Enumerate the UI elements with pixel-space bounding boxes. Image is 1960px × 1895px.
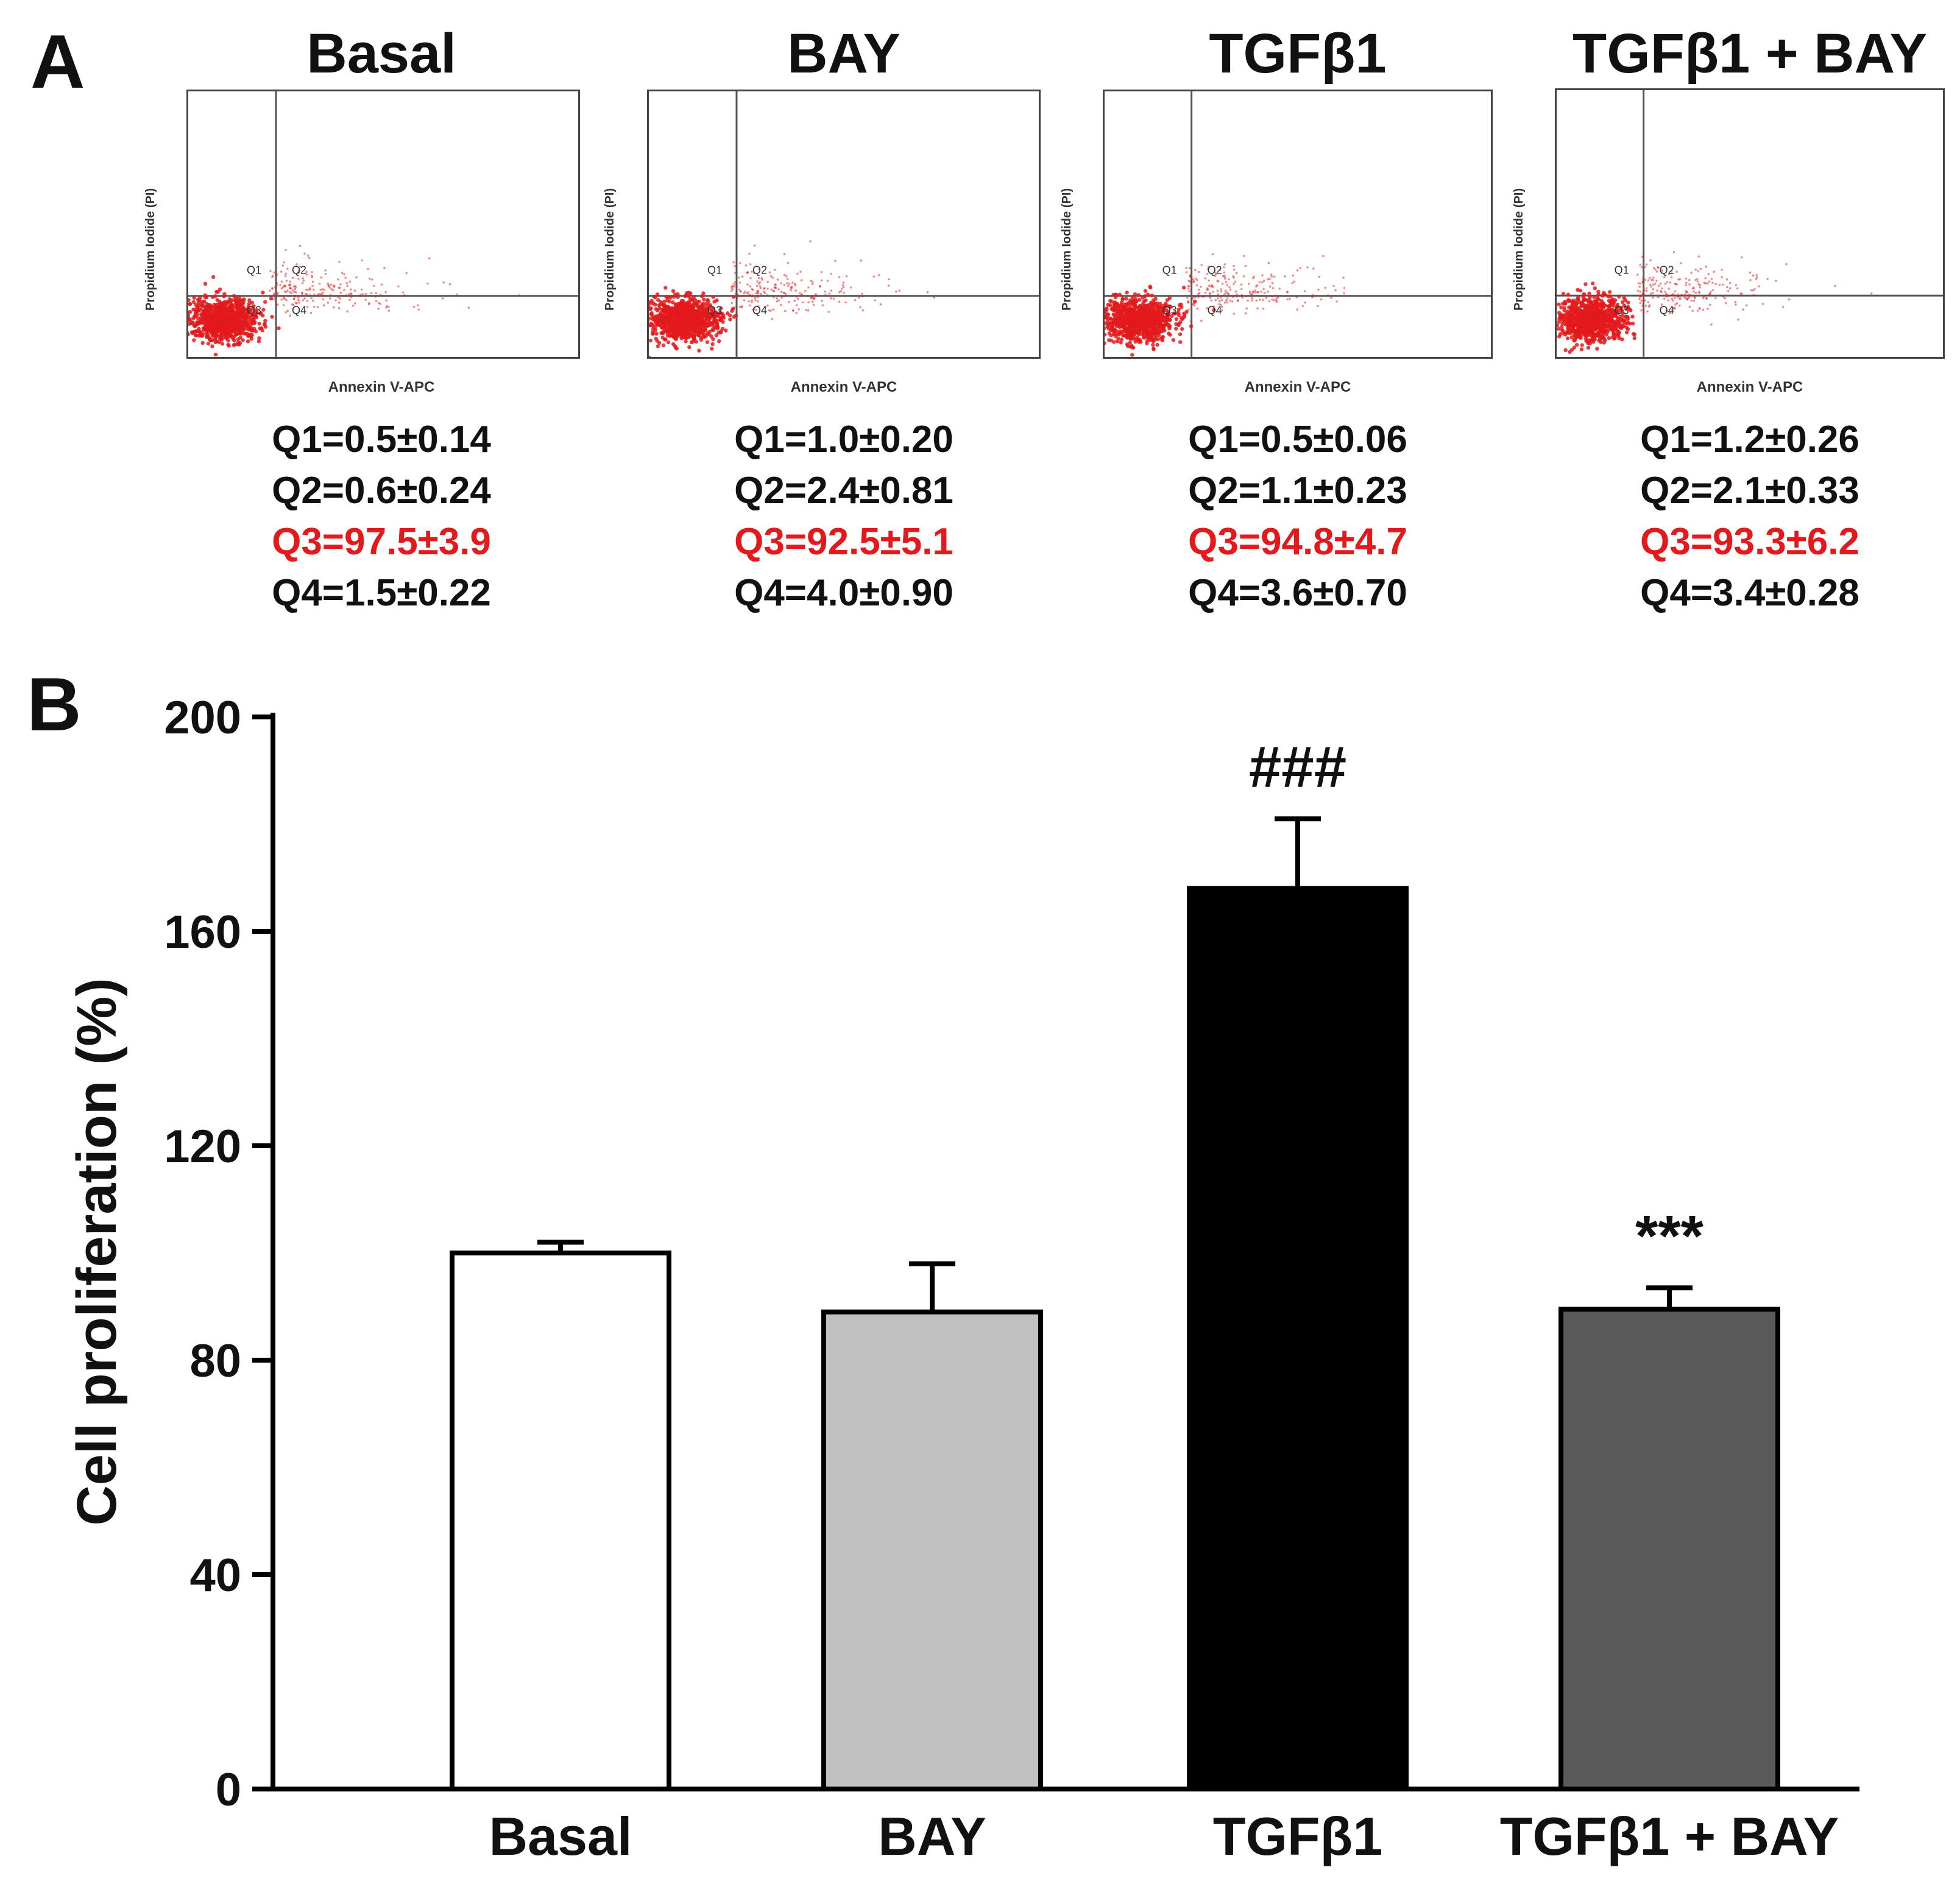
quadrant-tag: Q2	[1660, 264, 1674, 276]
q1-stat: Q1=0.5±0.14	[272, 418, 491, 461]
flow-plot-title: BAY	[787, 23, 900, 85]
quadrant-stats: Q1=1.0±0.20 Q2=2.4±0.81 Q3=92.5±5.1 Q4=4…	[647, 414, 1041, 619]
q4-stat: Q4=3.4±0.28	[1640, 572, 1859, 614]
flow-plot-title: TGFβ1 + BAY	[1573, 23, 1927, 85]
quadrant-tag: Q3	[247, 305, 261, 317]
event-cloud	[188, 244, 520, 357]
flow-y-axis-label: Propidium Iodide (PI)	[1512, 188, 1526, 311]
flow-y-axis-label: Propidium Iodide (PI)	[603, 188, 617, 311]
quadrant-stats: Q1=1.2±0.26 Q2=2.1±0.33 Q3=93.3±6.2 Q4=3…	[1555, 414, 1945, 619]
bar	[450, 1251, 671, 1791]
q2-stat: Q2=2.4±0.81	[734, 470, 953, 512]
quadrant-tag: Q3	[1162, 305, 1177, 317]
bar-chart: 0 40 80 120 160 200 ### *** Basal BAY TGFβ1 TGFβ1…	[66, 692, 1859, 1866]
quadrant-tag: Q4	[292, 305, 306, 317]
flow-y-axis-label: Propidium Iodide (PI)	[1060, 188, 1074, 311]
flow-cytometry-plot: Q1 Q2 Q3 Q4	[1555, 88, 1945, 359]
flow-x-axis-label: Annexin V-APC	[1244, 379, 1351, 395]
q1-stat: Q1=1.0±0.20	[734, 418, 953, 461]
flow-scatter: Q1 Q2 Q3 Q4	[188, 91, 578, 357]
significance-label: ***	[1635, 1204, 1704, 1269]
x-category-label: TGFβ1	[1213, 1806, 1383, 1866]
quadrant-tag: Q3	[707, 305, 722, 317]
quadrant-tag: Q2	[752, 264, 767, 277]
q4-stat: Q4=4.0±0.90	[734, 572, 953, 614]
quadrant-stats: Q1=0.5±0.14 Q2=0.6±0.24 Q3=97.5±3.9 Q4=1…	[186, 414, 576, 619]
bar	[1558, 1307, 1780, 1791]
event-cloud	[649, 240, 935, 357]
q2-stat: Q2=0.6±0.24	[272, 470, 491, 512]
q1-stat: Q1=0.5±0.06	[1188, 418, 1407, 461]
flow-x-axis-label: Annexin V-APC	[328, 379, 435, 395]
flow-x-axis-label: Annexin V-APC	[1696, 379, 1803, 395]
quadrant-tag: Q3	[1615, 304, 1629, 316]
quadrant-tag: Q4	[752, 305, 767, 317]
q3-stat: Q3=92.5±5.1	[734, 521, 953, 563]
y-tick-label: 200	[164, 692, 241, 744]
x-category-label: TGFβ1 + BAY	[1500, 1806, 1839, 1866]
y-tick-label: 120	[164, 1121, 241, 1173]
significance-label: ###	[1249, 735, 1346, 800]
flow-scatter: Q1 Q2 Q3 Q4	[1557, 90, 1943, 357]
flow-scatter: Q1 Q2 Q3 Q4	[1105, 91, 1491, 357]
y-tick-label: 0	[216, 1764, 241, 1816]
q3-stat: Q3=93.3±6.2	[1640, 521, 1859, 563]
bar	[1187, 886, 1409, 1791]
flow-plot-title: Basal	[306, 23, 456, 85]
q4-stat: Q4=1.5±0.22	[272, 572, 491, 614]
event-cloud	[1557, 251, 1873, 355]
q4-stat: Q4=3.6±0.70	[1188, 572, 1407, 614]
quadrant-tag: Q4	[1660, 304, 1674, 316]
bar	[821, 1309, 1043, 1792]
quadrant-tag: Q1	[707, 264, 722, 277]
x-category-label: Basal	[489, 1806, 632, 1866]
quadrant-tag: Q2	[292, 264, 306, 277]
flow-cytometry-plot: Q1 Q2 Q3 Q4	[647, 90, 1041, 359]
quadrant-tag: Q4	[1208, 305, 1222, 317]
flow-y-axis-label: Propidium Iodide (PI)	[144, 188, 157, 311]
flow-scatter: Q1 Q2 Q3 Q4	[649, 91, 1039, 357]
panel-b-label: B	[27, 663, 82, 747]
q3-stat: Q3=94.8±4.7	[1188, 521, 1407, 563]
q1-stat: Q1=1.2±0.26	[1640, 418, 1859, 461]
event-cloud	[1105, 253, 1346, 357]
quadrant-tag: Q1	[247, 264, 261, 277]
y-tick-label: 160	[164, 906, 241, 958]
x-category-label: BAY	[878, 1806, 986, 1866]
q2-stat: Q2=2.1±0.33	[1640, 470, 1859, 512]
flow-cytometry-plot: Q1 Q2 Q3 Q4	[186, 90, 580, 359]
quadrant-stats: Q1=0.5±0.06 Q2=1.1±0.23 Q3=94.8±4.7 Q4=3…	[1103, 414, 1493, 619]
panel-a-label: A	[30, 20, 85, 104]
quadrant-tag: Q2	[1208, 264, 1222, 277]
flow-plot-title: TGFβ1	[1209, 23, 1387, 85]
y-tick-label: 80	[189, 1335, 241, 1387]
q2-stat: Q2=1.1±0.23	[1188, 470, 1407, 512]
quadrant-tag: Q1	[1615, 264, 1629, 276]
quadrant-tag: Q1	[1162, 264, 1177, 277]
flow-cytometry-plot: Q1 Q2 Q3 Q4	[1103, 90, 1493, 359]
y-tick-label: 40	[189, 1550, 241, 1601]
y-axis-title: Cell proliferation (%)	[66, 978, 128, 1526]
q3-stat: Q3=97.5±3.9	[272, 521, 491, 563]
flow-x-axis-label: Annexin V-APC	[790, 379, 897, 395]
